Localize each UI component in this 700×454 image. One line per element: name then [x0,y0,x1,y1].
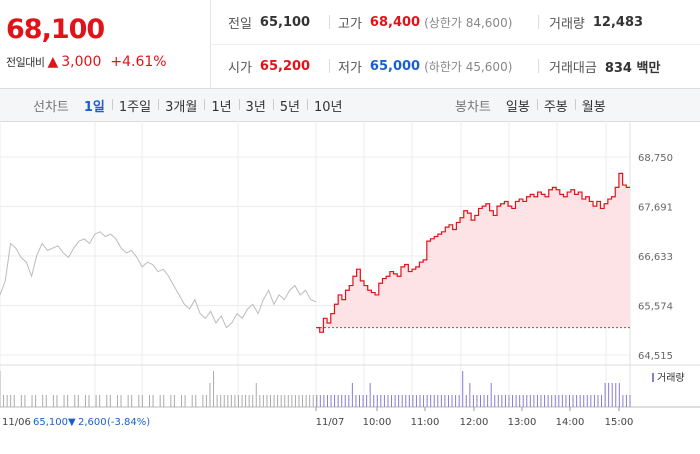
volume-value: 12,483 [592,14,644,30]
period-3m-button[interactable]: 3개월 [158,96,204,115]
turnover-cell: 거래대금 834 백만 [549,44,660,88]
stats-row-1: 전일 65,100 고가 68,400 (상한가 84,600) 거래량 12,… [211,0,700,45]
volume-legend-label: 거래량 [657,372,685,384]
line-chart-periods: 선차트 1일 1주일 3개월 1년 3년 5년 10년 [33,89,350,121]
prev-day-summary: 11/06 65,100 ▼ 2,600 (-3.84%) [2,417,150,428]
volume-legend-swatch [652,373,654,382]
x-tick-label: 12:00 [460,417,489,428]
prev-close-cell: 전일 65,100 [228,0,310,44]
high-value: 68,400 [369,14,421,30]
volume-label: 거래량 [549,16,585,32]
x-tick-label: 10:00 [363,417,392,428]
y-tick-label: 66,633 [638,252,673,263]
change-label: 전일대비 [6,56,45,69]
volume-legend: 거래량 [652,372,685,384]
open-label: 시가 [228,60,252,76]
divider [329,15,330,29]
today-line [316,172,630,333]
divider [329,59,330,73]
prev-day-date: 11/06 [2,417,31,428]
divider [538,15,539,29]
line-chart-title: 선차트 [33,99,69,115]
lower-limit: (하한가 45,600) [424,59,513,74]
x-tick-label: 13:00 [508,417,537,428]
prev-day-percent: (-3.84%) [107,417,150,428]
prev-close-label: 전일 [228,16,252,32]
low-cell: 저가 65,000 (하한가 45,600) [338,44,512,88]
candle-chart-options: 봉차트 일봉 주봉 월봉 [455,89,613,121]
weekly-candle-button[interactable]: 주봉 [536,96,575,115]
x-tick-label: 15:00 [605,417,634,428]
high-label: 고가 [338,16,362,32]
x-tick-label: 11/07 [316,417,345,428]
x-tick-label: 11:00 [411,417,440,428]
period-1y-button[interactable]: 1년 [204,96,238,115]
daily-candle-button[interactable]: 일봉 [505,99,530,115]
change-percent: +4.61% [110,54,167,70]
turnover-label: 거래대금 [549,60,597,76]
prev-day-close: 65,100 [33,417,68,428]
y-axis-labels: 68,750 67,691 66,633 65,574 64,515 [638,153,673,362]
stats-row-2: 시가 65,200 저가 65,000 (하한가 45,600) 거래대금 83… [211,44,700,88]
low-value: 65,000 [369,58,421,74]
candle-chart-title: 봉차트 [455,99,491,115]
today-fill-area [316,173,630,333]
upper-limit: (상한가 84,600) [424,15,513,30]
period-3y-button[interactable]: 3년 [238,96,273,115]
y-tick-label: 65,574 [638,302,673,313]
prev-close-value: 65,100 [259,14,311,30]
y-tick-label: 68,750 [638,153,673,164]
period-5y-button[interactable]: 5년 [272,96,307,115]
turnover-value: 834 백만 [604,60,661,76]
monthly-candle-button[interactable]: 월봉 [574,96,613,115]
open-cell: 시가 65,200 [228,44,310,88]
up-arrow-icon: ▲ [47,54,59,70]
period-1w-button[interactable]: 1주일 [111,96,158,115]
stats-grid: 전일 65,100 고가 68,400 (상한가 84,600) 거래량 12,… [211,0,700,88]
y-tick-label: 67,691 [638,203,673,214]
x-axis-labels: 11/07 10:00 11:00 12:00 13:00 14:00 15:00 [315,407,634,428]
period-10y-button[interactable]: 10년 [307,96,350,115]
current-price: 68,100 [6,14,105,45]
down-arrow-icon: ▼ [68,417,76,428]
volume-cell: 거래량 12,483 [549,0,643,44]
chart-toolbar: 선차트 1일 1주일 3개월 1년 3년 5년 10년 봉차트 일봉 주봉 월봉 [0,88,700,122]
price-chart-svg: 68,750 67,691 66,633 65,574 64,515 거래량 11/07… [0,121,700,428]
high-cell: 고가 68,400 (상한가 84,600) [338,0,512,44]
price-panel: 68,100 전일대비 ▲ 3,000 +4.61% [0,0,211,88]
period-1d-button[interactable]: 1일 [83,99,105,115]
volume-bars [0,371,631,407]
prev-day-line [0,231,317,329]
prev-day-change: 2,600 [78,417,107,428]
open-value: 65,200 [259,58,311,74]
low-label: 저가 [338,60,362,76]
change-value: 3,000 [61,54,102,70]
price-chart: 68,750 67,691 66,633 65,574 64,515 거래량 11/07… [0,121,700,450]
y-tick-label: 64,515 [638,351,673,362]
divider [538,59,539,73]
x-tick-label: 14:00 [556,417,585,428]
change-row: 전일대비 ▲ 3,000 +4.61% [6,54,167,70]
